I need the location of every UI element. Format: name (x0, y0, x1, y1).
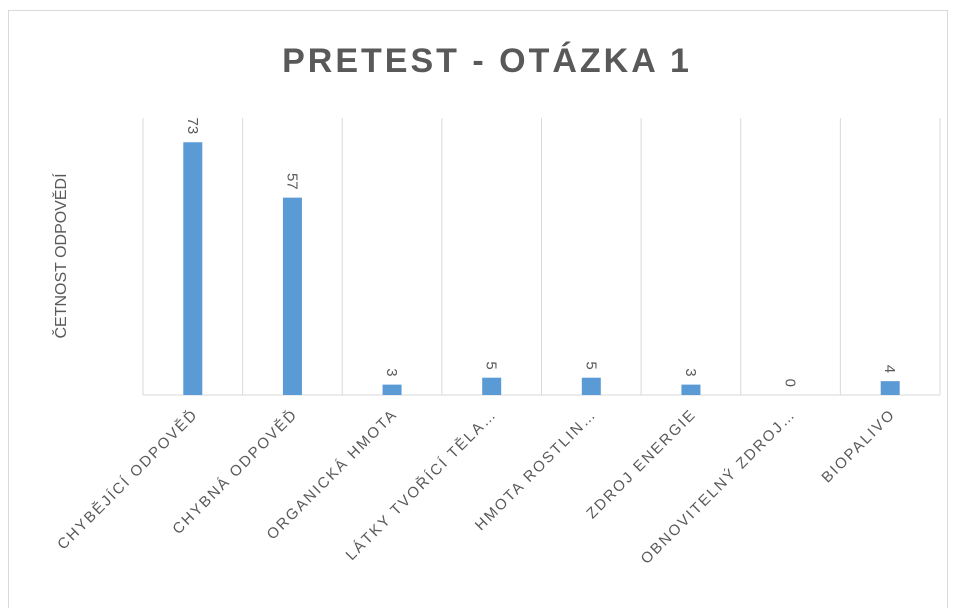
data-label: 73 (184, 118, 201, 135)
bar (581, 377, 601, 395)
chart-title: PRETEST - OTÁZKA 1 (282, 42, 692, 80)
data-label: 0 (782, 379, 799, 387)
bar (382, 384, 402, 395)
data-label: 5 (582, 361, 599, 369)
bar (681, 384, 701, 395)
data-label: 3 (682, 368, 699, 376)
data-label: 3 (383, 368, 400, 376)
chart-border (8, 10, 948, 608)
bar (880, 381, 900, 395)
bar (282, 197, 302, 395)
data-label: 5 (483, 361, 500, 369)
bar (183, 142, 203, 395)
y-axis-label: ČETNOST ODPOVĚDÍ (51, 173, 70, 339)
bar (482, 377, 502, 395)
data-label: 57 (283, 173, 300, 190)
data-label: 4 (881, 365, 898, 373)
